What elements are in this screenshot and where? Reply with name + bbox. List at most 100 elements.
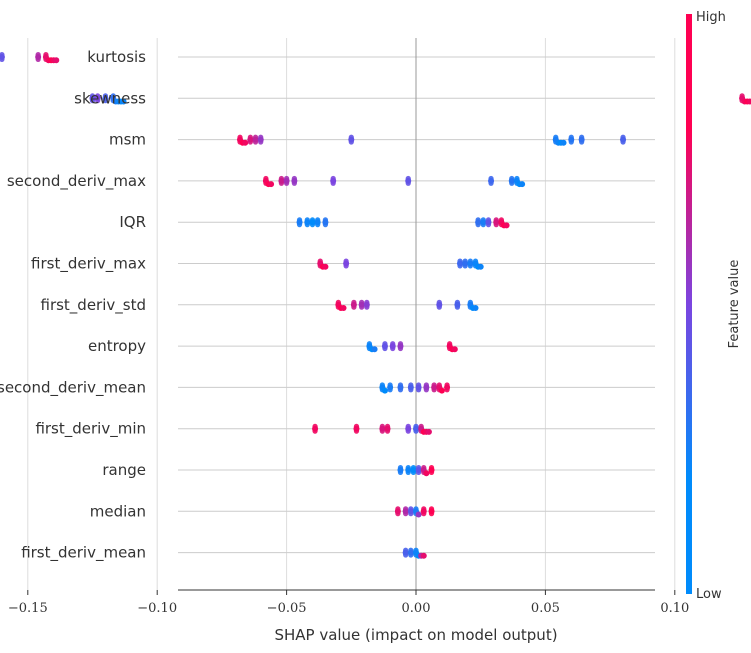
- shap-point-band: [397, 341, 404, 352]
- feature-label: kurtosis: [87, 48, 146, 66]
- shap-point: [472, 305, 479, 311]
- x-tick-label: −0.10: [137, 601, 177, 616]
- shap-point: [451, 346, 458, 353]
- colorbar-high-label: High: [696, 10, 726, 25]
- x-tick-label: −0.05: [267, 601, 307, 616]
- shap-point: [371, 346, 378, 353]
- shap-point-band: [408, 547, 414, 558]
- shap-point-band: [304, 217, 310, 228]
- shap-point: [420, 552, 427, 559]
- shap-point: [423, 470, 430, 477]
- shap-point-band: [390, 341, 396, 352]
- shap-point-band: [457, 258, 463, 269]
- shap-point: [120, 98, 127, 105]
- x-tick-label: 0.00: [402, 601, 431, 616]
- feature-label: first_deriv_max: [31, 255, 146, 274]
- shap-point-band: [423, 382, 429, 393]
- shap-point-band: [247, 134, 253, 145]
- x-tick-label: −0.15: [8, 601, 48, 616]
- shap-point-band: [467, 258, 473, 269]
- shap-point: [746, 98, 751, 105]
- colorbar: High Low Feature value: [686, 10, 742, 602]
- shap-point-band: [408, 506, 414, 517]
- shap-points: [0, 52, 751, 559]
- shap-point-band: [579, 134, 585, 145]
- shap-point-band: [428, 506, 435, 517]
- shap-point-band: [0, 52, 5, 62]
- shap-point: [519, 181, 526, 188]
- shap-point-band: [403, 547, 409, 558]
- shap-point-band: [444, 382, 450, 393]
- feature-label: median: [90, 502, 146, 520]
- grid-lines: [27, 38, 676, 590]
- shap-point-band: [568, 134, 574, 145]
- shap-point-band: [403, 506, 409, 517]
- shap-point-band: [415, 465, 422, 475]
- shap-point-band: [353, 423, 360, 434]
- shap-point-band: [485, 217, 492, 228]
- feature-label: entropy: [88, 337, 146, 355]
- shap-point-band: [436, 299, 442, 310]
- shap-point-band: [405, 423, 411, 434]
- shap-point-band: [431, 382, 437, 393]
- shap-point-band: [258, 134, 264, 145]
- shap-point-band: [296, 217, 303, 228]
- shap-point: [438, 387, 445, 394]
- shap-point: [560, 139, 567, 146]
- shap-point-band: [309, 217, 316, 228]
- shap-point-band: [397, 382, 404, 393]
- feature-label: first_deriv_std: [41, 296, 147, 315]
- shap-point: [242, 139, 249, 146]
- shap-point-band: [475, 217, 481, 228]
- shap-point-band: [387, 382, 393, 393]
- shap-point-band: [322, 217, 329, 228]
- x-tick-label: 0.05: [531, 601, 560, 616]
- shap-point: [477, 263, 484, 270]
- shap-point-band: [395, 506, 401, 517]
- feature-label: IQR: [119, 213, 146, 231]
- shap-point: [340, 305, 347, 311]
- shap-point-band: [410, 465, 417, 475]
- shap-point-band: [415, 382, 422, 393]
- colorbar-low-label: Low: [696, 587, 722, 602]
- feature-label: second_deriv_max: [7, 172, 146, 191]
- shap-point-band: [384, 423, 391, 434]
- shap-point-band: [428, 465, 435, 475]
- colorbar-title: Feature value: [727, 260, 742, 349]
- shap-point: [381, 387, 388, 394]
- shap-point-band: [330, 175, 336, 186]
- shap-point: [425, 428, 432, 435]
- shap-point-band: [359, 299, 365, 310]
- shap-point-band: [35, 52, 41, 62]
- shap-point: [53, 57, 60, 64]
- shap-point: [503, 222, 510, 229]
- shap-point-band: [291, 175, 297, 186]
- shap-point-band: [397, 465, 404, 475]
- feature-label: skewness: [74, 89, 146, 107]
- shap-point-band: [509, 175, 515, 186]
- feature-label: msm: [109, 131, 146, 149]
- shap-point-band: [480, 217, 486, 228]
- shap-point-band: [405, 175, 411, 186]
- shap-point: [268, 181, 275, 188]
- shap-point-band: [89, 93, 96, 104]
- shap-point-band: [620, 134, 626, 145]
- shap-point-band: [315, 217, 321, 228]
- shap-point-band: [493, 217, 499, 228]
- shap-point-band: [488, 175, 494, 186]
- shap-point-band: [421, 506, 427, 517]
- feature-label: first_deriv_min: [35, 420, 146, 439]
- shap-point-band: [382, 341, 388, 352]
- shap-point-band: [343, 258, 349, 269]
- shap-point-band: [408, 382, 414, 393]
- shap-point-band: [454, 299, 461, 310]
- feature-label: range: [102, 461, 146, 479]
- shap-point-band: [312, 423, 318, 434]
- feature-label: first_deriv_mean: [21, 544, 146, 563]
- x-axis-ticks: −0.15−0.10−0.050.000.050.100.15: [8, 590, 689, 616]
- shap-point-band: [284, 175, 290, 186]
- shap-point-band: [462, 258, 468, 269]
- x-tick-label: 0.10: [660, 601, 689, 616]
- x-axis-title: SHAP value (impact on model output): [274, 626, 557, 644]
